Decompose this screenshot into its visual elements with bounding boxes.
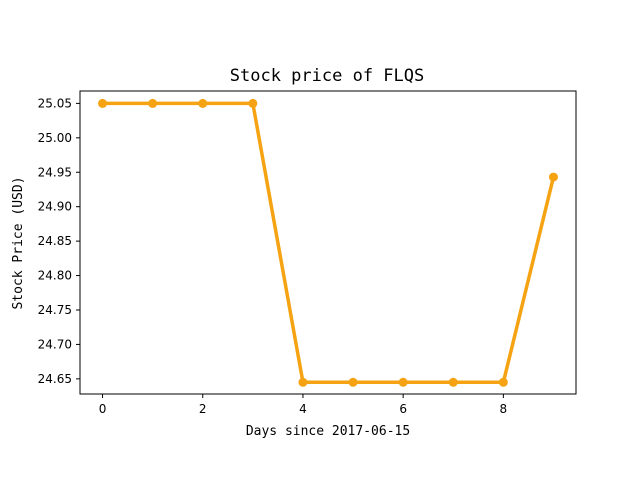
x-tick-label: 2 [199, 402, 207, 416]
y-tick-label: 24.75 [38, 303, 72, 317]
x-tick-label: 6 [399, 402, 407, 416]
series-line [100, 101, 556, 385]
data-point [448, 377, 458, 387]
y-tick-label: 24.95 [38, 165, 72, 179]
data-point [148, 98, 158, 108]
data-point [548, 172, 558, 182]
x-tick-label: 8 [500, 402, 508, 416]
data-point [98, 98, 108, 108]
y-tick-label: 24.85 [38, 234, 72, 248]
data-point [298, 377, 308, 387]
plot-frame [79, 90, 577, 395]
data-point [348, 377, 358, 387]
y-tick-label: 25.00 [38, 131, 72, 145]
x-tick-label: 0 [99, 402, 107, 416]
y-axis-label: Stock Price (USD) [11, 176, 26, 309]
data-point [398, 377, 408, 387]
x-tick-label: 4 [299, 402, 307, 416]
x-axis-label: Days since 2017-06-15 [246, 424, 410, 439]
y-tick-label: 25.05 [38, 96, 72, 110]
data-point [498, 377, 508, 387]
chart-title: Stock price of FLQS [230, 66, 424, 86]
data-point [248, 98, 258, 108]
y-tick-label: 24.80 [38, 269, 72, 283]
y-tick-label: 24.90 [38, 200, 72, 214]
y-tick-label: 24.70 [38, 337, 72, 351]
y-tick-label: 24.65 [38, 372, 72, 386]
plot-area [98, 98, 558, 387]
y-axis: 24.65 24.70 24.75 24.80 24.85 24.90 24.95 25.00… [38, 96, 80, 386]
data-point [198, 98, 208, 108]
x-axis: 0 2 4 6 8 [99, 394, 507, 416]
